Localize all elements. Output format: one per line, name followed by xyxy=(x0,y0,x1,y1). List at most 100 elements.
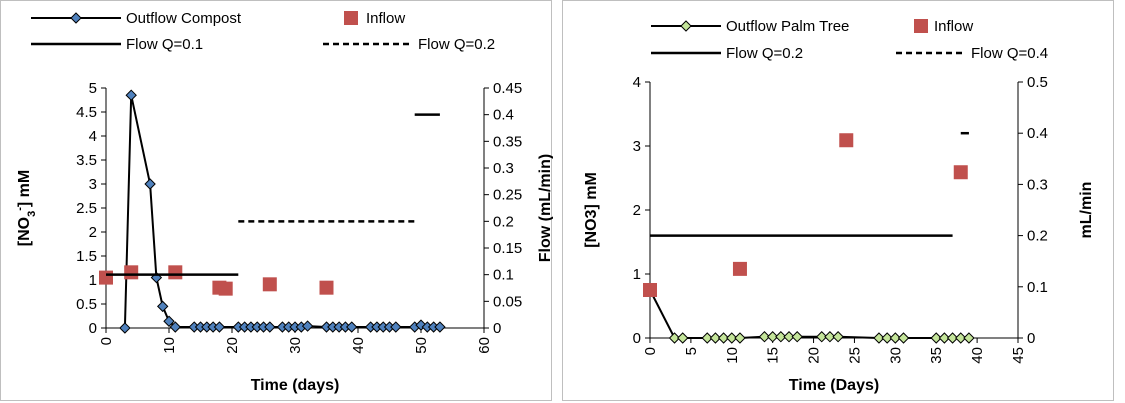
y2-tick-label: 0.1 xyxy=(493,267,514,284)
data-point xyxy=(717,332,730,344)
legend-label: Inflow xyxy=(366,10,405,27)
x-tick-label: 0 xyxy=(98,337,115,345)
y2-tick-label: 0.25 xyxy=(493,187,522,204)
y2-axis-title: mL/min xyxy=(1078,182,1095,239)
y-tick-label: 3 xyxy=(89,176,97,193)
x-tick-label: 5 xyxy=(683,347,700,355)
data-point xyxy=(758,331,771,343)
y-tick-label: 0.5 xyxy=(76,296,97,313)
x-tick-label: 40 xyxy=(350,337,367,354)
data-point xyxy=(889,332,902,344)
x-tick-label: 30 xyxy=(887,347,904,364)
data-point xyxy=(726,332,738,344)
y2-tick-label: 0.35 xyxy=(493,133,522,150)
y2-tick-label: 0 xyxy=(1027,330,1035,347)
data-point xyxy=(345,321,358,333)
data-point xyxy=(839,133,854,148)
data-point xyxy=(264,321,276,333)
legend-item: Flow Q=0.4 xyxy=(896,45,1048,62)
data-point xyxy=(881,332,893,344)
y-axis-title: [NO3] mM xyxy=(583,172,600,248)
data-point xyxy=(775,331,787,343)
data-point xyxy=(897,332,910,344)
y-tick-label: 0 xyxy=(633,330,641,347)
legend-label: Flow Q=0.2 xyxy=(418,36,495,53)
y2-tick-label: 0.2 xyxy=(1027,228,1048,245)
x-tick-label: 10 xyxy=(161,337,178,354)
chart-panel-palm-tree: 0 1 2 3 4 0 0.1 0.2 0.3 0.4 0.5 0 5 10 15 20 25 30 35 40 45 T… xyxy=(562,0,1114,401)
data-point xyxy=(832,331,844,343)
x-tick-label: 35 xyxy=(928,347,945,364)
y2-tick-label: 0.1 xyxy=(1027,279,1048,296)
y-tick-label: 3.5 xyxy=(76,152,97,169)
series-inflow xyxy=(643,133,968,297)
series-outflow-palm-tree xyxy=(644,284,975,344)
data-point xyxy=(213,321,226,333)
data-point xyxy=(262,277,277,292)
legend-label: Inflow xyxy=(934,18,973,35)
y-tick-label: 2 xyxy=(633,202,641,219)
data-point xyxy=(163,315,175,327)
legend-item: Flow Q=0.2 xyxy=(651,45,803,62)
x-tick-label: 30 xyxy=(287,337,304,354)
y2-tick-label: 0.2 xyxy=(493,213,514,230)
y-tick-label: 4.5 xyxy=(76,104,97,121)
y-tick-label: 2 xyxy=(89,224,97,241)
legend-label: Flow Q=0.4 xyxy=(971,45,1048,62)
y2-tick-label: 0.3 xyxy=(493,160,514,177)
data-point xyxy=(732,261,747,276)
legend: Outflow Compost Inflow Flow Q=0.1 Flow Q=0.… xyxy=(31,10,495,53)
legend-swatch-marker xyxy=(914,19,928,33)
x-tick-label: 0 xyxy=(642,347,659,355)
y-tick-label: 0 xyxy=(89,320,97,337)
legend-label: Flow Q=0.2 xyxy=(726,45,803,62)
data-point xyxy=(701,332,713,344)
data-point xyxy=(938,332,951,344)
legend-label: Outflow Compost xyxy=(126,10,242,27)
x-tick-label: 15 xyxy=(765,347,782,364)
y2-tick-label: 0.05 xyxy=(493,293,522,310)
legend-swatch-marker xyxy=(680,20,692,32)
data-point xyxy=(643,283,657,297)
y2-axis-title: Flow (mL/min) xyxy=(537,154,553,262)
legend-item: Inflow xyxy=(914,18,973,35)
data-point xyxy=(319,280,334,295)
y2-tick-label: 0.4 xyxy=(1027,125,1048,142)
y-tick-label: 1.5 xyxy=(76,248,97,265)
series-line xyxy=(649,289,969,339)
y-tick-label: 5 xyxy=(89,80,97,97)
data-point xyxy=(434,321,446,333)
y2-tick-label: 0.15 xyxy=(493,240,522,257)
data-point xyxy=(144,178,156,190)
data-point xyxy=(953,165,968,180)
series-line xyxy=(123,94,440,329)
data-point xyxy=(99,270,113,285)
data-point xyxy=(390,321,402,333)
legend-item: Flow Q=0.1 xyxy=(31,36,203,53)
x-tick-label: 20 xyxy=(806,347,823,364)
data-point xyxy=(963,332,975,344)
data-point xyxy=(124,265,139,280)
legend-item: Inflow xyxy=(344,10,405,27)
y2-tick-label: 0.3 xyxy=(1027,176,1048,193)
x-tick-label: 40 xyxy=(969,347,986,364)
data-point xyxy=(766,331,779,343)
x-tick-label: 60 xyxy=(476,337,493,354)
legend-item: Outflow Palm Tree xyxy=(651,18,849,35)
data-point xyxy=(955,332,967,344)
data-point xyxy=(218,281,233,296)
data-point xyxy=(677,332,689,344)
x-axis-title: Time (Days) xyxy=(789,377,879,394)
data-point xyxy=(301,320,314,332)
data-point xyxy=(783,331,795,343)
x-tick-label: 20 xyxy=(224,337,241,354)
data-point xyxy=(824,331,836,343)
y-axis-title-part: - xyxy=(14,207,26,211)
x-tick-label: 45 xyxy=(1010,347,1027,364)
compost-chart-svg: 00.511.522.533.544.5500.050.10.150.20.25… xyxy=(14,10,553,394)
y-axis-title-part: 3 xyxy=(26,211,38,217)
y2-tick-label: 0 xyxy=(493,320,501,337)
data-point xyxy=(791,331,803,343)
data-point xyxy=(119,322,131,334)
